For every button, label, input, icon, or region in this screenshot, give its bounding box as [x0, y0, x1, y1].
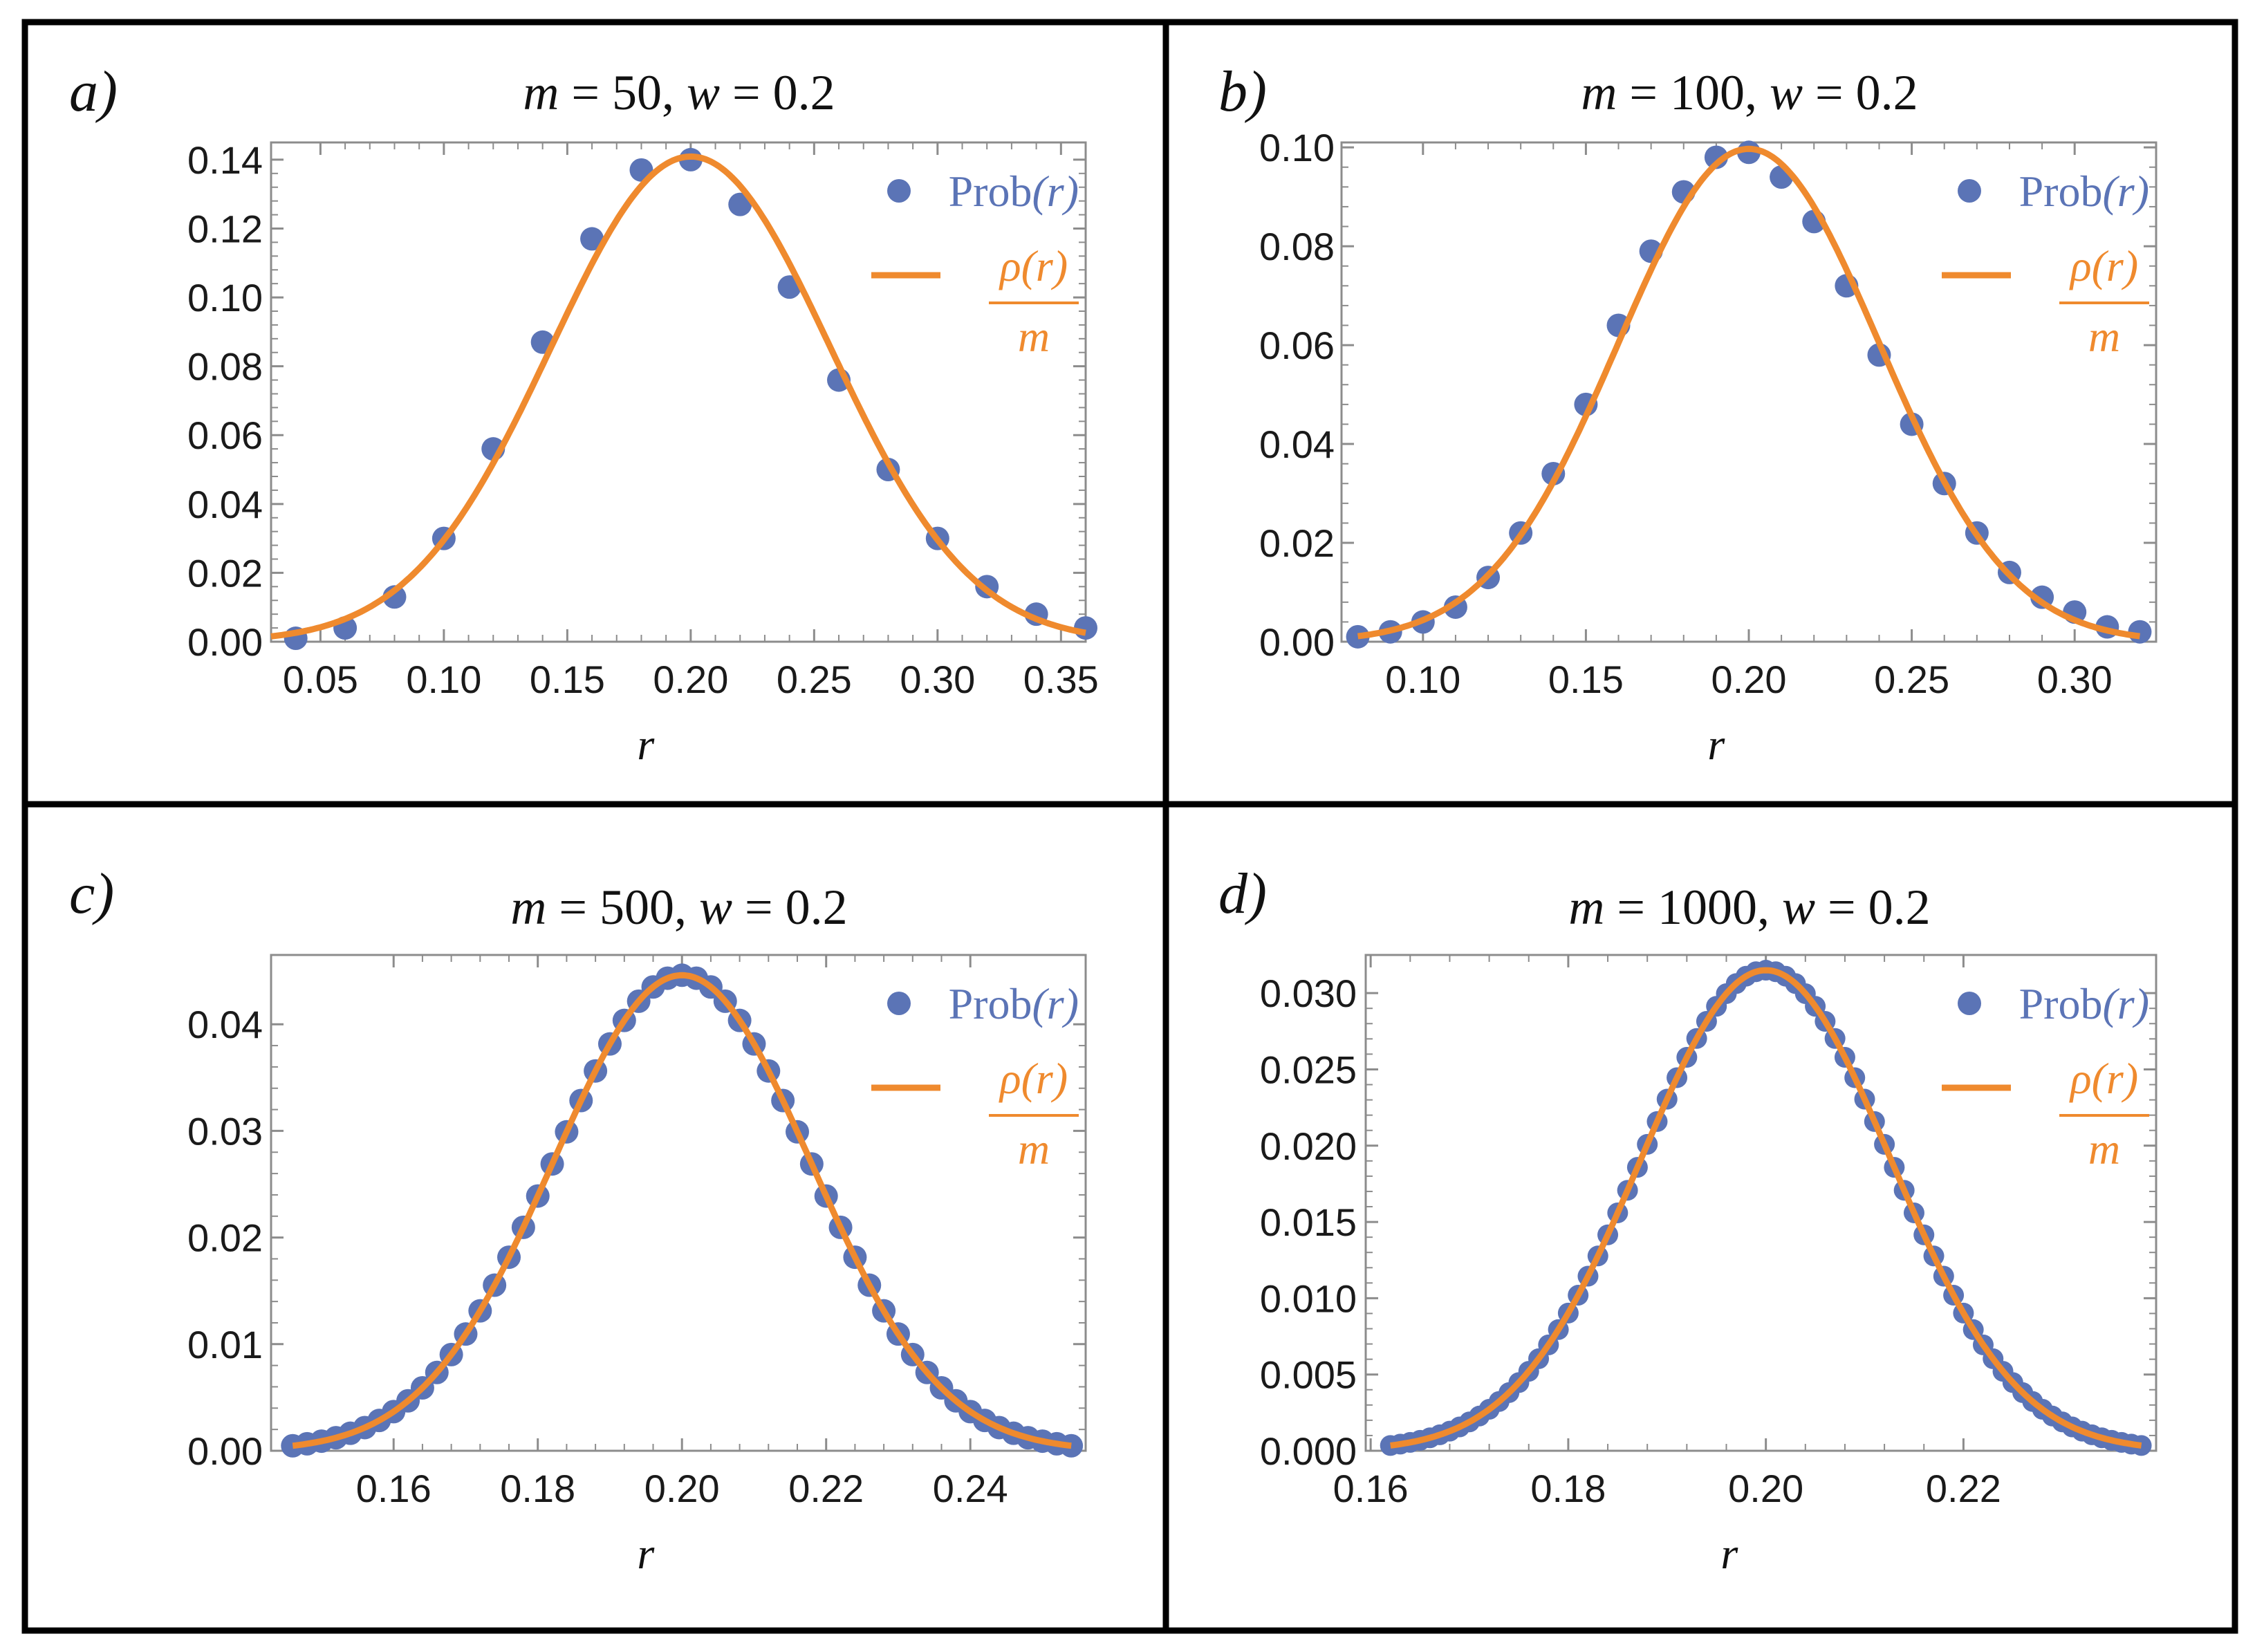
legend: Prob(r) ρ(r) m [871, 979, 1079, 1173]
data-point [728, 192, 752, 216]
y-tick-label: 0.005 [1260, 1353, 1357, 1397]
x-tick-label: 0.20 [1728, 1467, 1803, 1510]
legend-curve-numerator: ρ(r) [999, 241, 1068, 290]
legend: Prob(r) ρ(r) m [1942, 167, 2149, 361]
legend-curve-denominator: m [1018, 312, 1050, 361]
legend-point-marker [1958, 992, 1981, 1015]
legend-curve-denominator: m [1018, 1124, 1050, 1173]
legend-point-marker [1958, 179, 1981, 203]
x-tick-label: 0.22 [788, 1467, 864, 1510]
y-tick-label: 0.02 [1259, 521, 1335, 565]
x-tick-label: 0.18 [1530, 1467, 1606, 1510]
x-tick-label: 0.25 [1874, 658, 1949, 701]
y-tick-label: 0.08 [1259, 225, 1335, 268]
y-tick-label: 0.020 [1260, 1124, 1357, 1168]
plot-frame [270, 954, 1087, 1452]
y-tick-label: 0.015 [1260, 1200, 1357, 1244]
x-axis-label: r [637, 1529, 655, 1578]
y-tick-label: 0.10 [1259, 126, 1335, 169]
legend: Prob(r) ρ(r) m [871, 167, 1079, 361]
legend-curve-numerator: ρ(r) [2069, 1054, 2138, 1103]
chart-title: m = 500, w = 0.2 [510, 880, 847, 935]
y-tick-label: 0.010 [1260, 1277, 1357, 1320]
y-tick-label: 0.030 [1260, 972, 1357, 1015]
x-tick-label: 0.25 [777, 658, 852, 701]
data-point [580, 227, 604, 251]
outer-frame [21, 19, 2238, 1634]
y-tick-label: 0.03 [187, 1109, 263, 1153]
x-tick-label: 0.24 [933, 1467, 1008, 1510]
y-tick-label: 0.10 [187, 276, 263, 319]
legend-curve-numerator: ρ(r) [2069, 241, 2138, 290]
y-tick-label: 0.01 [187, 1323, 263, 1366]
legend-points-label: Prob(r) [2019, 979, 2149, 1028]
x-tick-label: 0.15 [1548, 658, 1624, 701]
legend-points-label: Prob(r) [949, 167, 1079, 216]
y-tick-label: 0.04 [1259, 423, 1335, 466]
x-tick-label: 0.10 [1385, 658, 1460, 701]
legend-curve-denominator: m [2088, 312, 2120, 361]
plot-frame [1364, 954, 2157, 1452]
data-point [2128, 620, 2152, 644]
x-axis-label: r [1720, 1529, 1738, 1578]
fit-curve [270, 153, 1086, 640]
fit-curve [292, 972, 1072, 1449]
panel-label: c) [69, 862, 114, 926]
x-tick-label: 0.16 [1333, 1467, 1409, 1510]
y-tick-label: 0.00 [187, 620, 263, 664]
x-tick-label: 0.20 [1711, 658, 1787, 701]
legend-points-label: Prob(r) [949, 979, 1079, 1028]
x-tick-label: 0.30 [900, 658, 975, 701]
chart-title: m = 1000, w = 0.2 [1568, 880, 1930, 935]
panel-label: b) [1218, 59, 1267, 124]
x-tick-label: 0.15 [530, 658, 605, 701]
legend: Prob(r) ρ(r) m [1942, 979, 2149, 1173]
chart-panel-d: d) m = 1000, w = 0.2 0.000 0.005 0.010 0.015 0… [1218, 862, 2157, 1578]
plot-frame [270, 141, 1087, 643]
legend-points-label: Prob(r) [2019, 167, 2149, 216]
y-tick-label: 0.00 [187, 1429, 263, 1473]
x-tick-label: 0.20 [653, 658, 728, 701]
chart-panel-a: a) m = 50, w = 0.2 0.00 0.02 0.04 0.06 0.08 0.1… [69, 59, 1099, 769]
x-tick-label: 0.10 [406, 658, 481, 701]
y-tick-label: 0.04 [187, 483, 263, 526]
x-tick-label: 0.20 [644, 1467, 720, 1510]
chart-panel-b: b) m = 100, w = 0.2 0.00 0.02 0.04 0.06 0.08 0.… [1218, 59, 2157, 769]
y-tick-label: 0.06 [187, 414, 263, 457]
data-point [1074, 616, 1097, 640]
x-axis-label: r [637, 720, 655, 769]
y-tick-label: 0.02 [187, 551, 263, 595]
y-tick-label: 0.02 [187, 1216, 263, 1260]
y-tick-label: 0.06 [1259, 324, 1335, 367]
legend-point-marker [887, 992, 911, 1015]
y-tick-label: 0.000 [1260, 1429, 1357, 1473]
data-point [1704, 145, 1728, 169]
x-tick-label: 0.05 [283, 658, 358, 701]
x-tick-label: 0.16 [356, 1467, 431, 1510]
y-tick-label: 0.12 [187, 207, 263, 250]
fit-curve [1357, 145, 2141, 640]
y-tick-label: 0.04 [187, 1003, 263, 1046]
y-tick-label: 0.08 [187, 345, 263, 389]
legend-curve-numerator: ρ(r) [999, 1054, 1068, 1103]
legend-curve-denominator: m [2088, 1124, 2120, 1173]
data-point [1346, 624, 1370, 649]
panel-label: d) [1218, 862, 1267, 926]
x-axis-label: r [1707, 720, 1725, 769]
chart-panel-c: c) m = 500, w = 0.2 0.00 0.01 0.02 0.03 0.04 0.… [69, 862, 1087, 1578]
x-tick-label: 0.35 [1023, 658, 1099, 701]
y-tick-label: 0.14 [187, 138, 263, 182]
x-tick-label: 0.30 [2037, 658, 2113, 701]
x-tick-label: 0.22 [1926, 1467, 2001, 1510]
y-tick-label: 0.025 [1260, 1048, 1357, 1091]
chart-title: m = 100, w = 0.2 [1581, 65, 1918, 120]
x-tick-label: 0.18 [500, 1467, 575, 1510]
panel-label: a) [69, 59, 118, 124]
fit-curve [1389, 967, 2142, 1449]
legend-point-marker [887, 179, 911, 203]
y-tick-label: 0.00 [1259, 620, 1335, 664]
chart-title: m = 50, w = 0.2 [523, 65, 835, 120]
